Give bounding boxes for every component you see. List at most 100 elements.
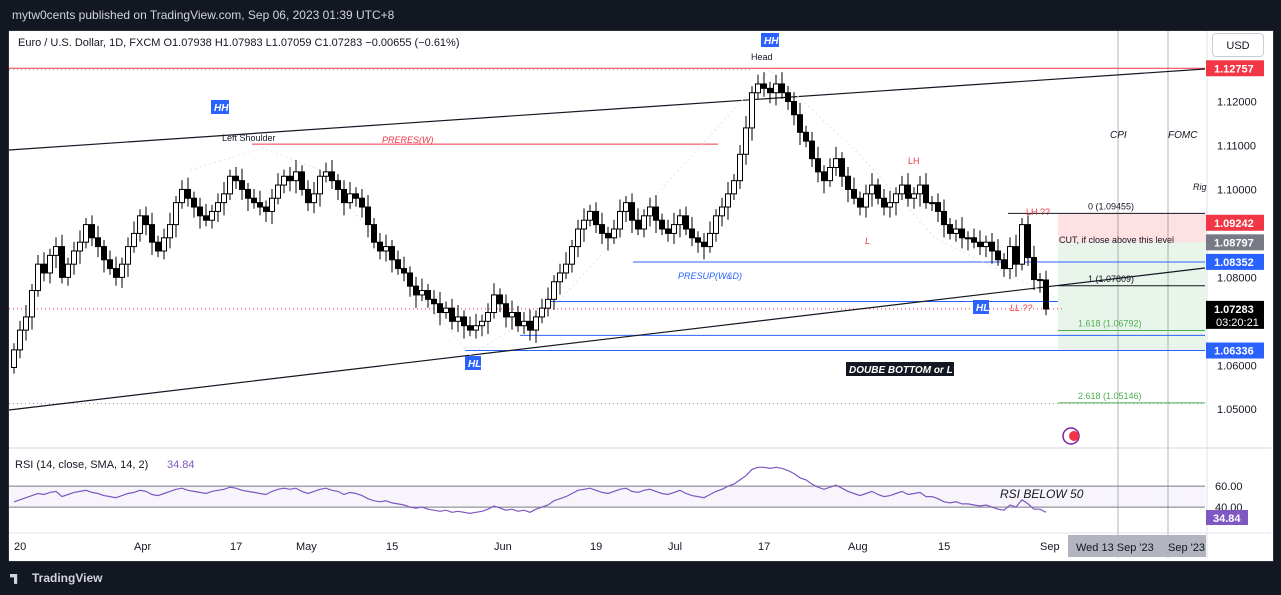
candle-body bbox=[317, 175, 323, 195]
candle-body bbox=[791, 101, 797, 116]
rsi-title-value: 34.84 bbox=[167, 459, 195, 471]
candle-body bbox=[575, 228, 581, 248]
candle-body bbox=[377, 241, 383, 252]
currency-button[interactable]: USD bbox=[1212, 33, 1264, 57]
candle-body bbox=[17, 329, 23, 351]
candle-body bbox=[491, 294, 497, 314]
price-badge bbox=[1206, 342, 1264, 359]
fib-label: 1.618 (1.06792) bbox=[1078, 318, 1142, 328]
candle-body bbox=[1013, 246, 1019, 265]
candle-body bbox=[101, 246, 107, 261]
candle-body bbox=[719, 206, 725, 217]
time-tick-label: Aug bbox=[848, 541, 868, 553]
candle-body bbox=[41, 263, 47, 274]
candle-body bbox=[935, 202, 941, 212]
candle-body bbox=[467, 325, 473, 331]
head-label: Head bbox=[751, 52, 773, 62]
candle-body bbox=[341, 188, 347, 204]
candle-body bbox=[803, 131, 809, 142]
candle-body bbox=[983, 241, 989, 248]
time-range-label-2: Sep '23 bbox=[1168, 542, 1205, 554]
candle-body bbox=[287, 175, 293, 182]
candle-body bbox=[1031, 257, 1037, 281]
candle-body bbox=[125, 246, 131, 265]
candle-body bbox=[119, 263, 125, 278]
candle-body bbox=[509, 312, 515, 318]
candle-body bbox=[845, 175, 851, 190]
candle-body bbox=[425, 290, 431, 300]
rsi-value-badge-label: 34.84 bbox=[1213, 513, 1241, 525]
candle-body bbox=[275, 184, 281, 199]
candle-body bbox=[743, 127, 749, 155]
time-tick-label: May bbox=[296, 541, 317, 553]
candle-body bbox=[671, 224, 677, 234]
candle-body bbox=[1043, 279, 1049, 310]
candle-body bbox=[887, 202, 893, 208]
candle-body bbox=[323, 171, 329, 177]
price-badge bbox=[1206, 60, 1264, 77]
candle-body bbox=[299, 171, 305, 190]
candle-body bbox=[53, 246, 59, 256]
hl-right-label-badge bbox=[973, 300, 989, 314]
candle-body bbox=[869, 184, 875, 195]
candle-body bbox=[701, 241, 707, 248]
candle-body bbox=[227, 175, 233, 195]
candle-body bbox=[533, 316, 539, 331]
candle-body bbox=[221, 193, 227, 204]
upper-trendline bbox=[8, 68, 1206, 151]
chart-frame[interactable] bbox=[8, 30, 1274, 562]
candle-body bbox=[143, 215, 149, 226]
candle-body bbox=[83, 224, 89, 243]
candle-body bbox=[173, 202, 179, 226]
candle-body bbox=[545, 298, 551, 309]
candle-body bbox=[479, 320, 485, 327]
candle-body bbox=[581, 219, 587, 230]
candle-body bbox=[407, 272, 413, 287]
price-badge bbox=[1206, 234, 1264, 251]
time-tick-label: 19 bbox=[590, 541, 602, 553]
candle-body bbox=[443, 307, 449, 314]
hl-right-label: HL bbox=[976, 303, 989, 314]
candle-body bbox=[977, 241, 983, 248]
time-tick-label: 17 bbox=[758, 541, 770, 553]
candle-body bbox=[161, 237, 167, 252]
price-tick-label: 1.05000 bbox=[1217, 404, 1257, 416]
candle-body bbox=[647, 206, 653, 217]
candle-body bbox=[65, 263, 71, 278]
candle-body bbox=[959, 228, 965, 239]
candle-body bbox=[347, 193, 353, 204]
time-tick-label: Apr bbox=[134, 541, 151, 553]
candle-body bbox=[497, 294, 503, 305]
candle-body bbox=[611, 228, 617, 239]
candle-body bbox=[593, 210, 599, 226]
candle-body bbox=[893, 193, 899, 204]
candle-body bbox=[857, 197, 863, 208]
footer-bar: TradingView bbox=[0, 563, 1281, 595]
candle-body bbox=[755, 83, 761, 94]
candle-body bbox=[167, 224, 173, 239]
candle-body bbox=[617, 210, 623, 230]
fib-label: 0 (1.09455) bbox=[1088, 201, 1134, 211]
candle-body bbox=[449, 307, 455, 322]
price-badge-label: 1.09242 bbox=[1214, 218, 1254, 230]
candle-body bbox=[137, 215, 143, 234]
presup-label: PRESUP(W&D) bbox=[678, 271, 742, 281]
price-badge-label: 1.06336 bbox=[1214, 346, 1254, 358]
candle-body bbox=[809, 140, 815, 160]
rsi-title: RSI (14, close, SMA, 14, 2) bbox=[15, 459, 148, 471]
candle-body bbox=[107, 259, 113, 270]
candle-body bbox=[587, 210, 593, 221]
candle-body bbox=[77, 241, 83, 252]
candle-body bbox=[761, 83, 767, 89]
candle-body bbox=[863, 193, 869, 208]
lh-label: LH bbox=[908, 156, 920, 166]
candle-body bbox=[1037, 279, 1043, 282]
candle-body bbox=[245, 188, 251, 199]
candle-body bbox=[947, 224, 953, 234]
candle-body bbox=[599, 224, 605, 234]
candle-body bbox=[1007, 246, 1013, 270]
candle-body bbox=[917, 184, 923, 195]
tradingview-logo[interactable]: TradingView bbox=[10, 571, 102, 585]
candle-body bbox=[779, 83, 785, 94]
